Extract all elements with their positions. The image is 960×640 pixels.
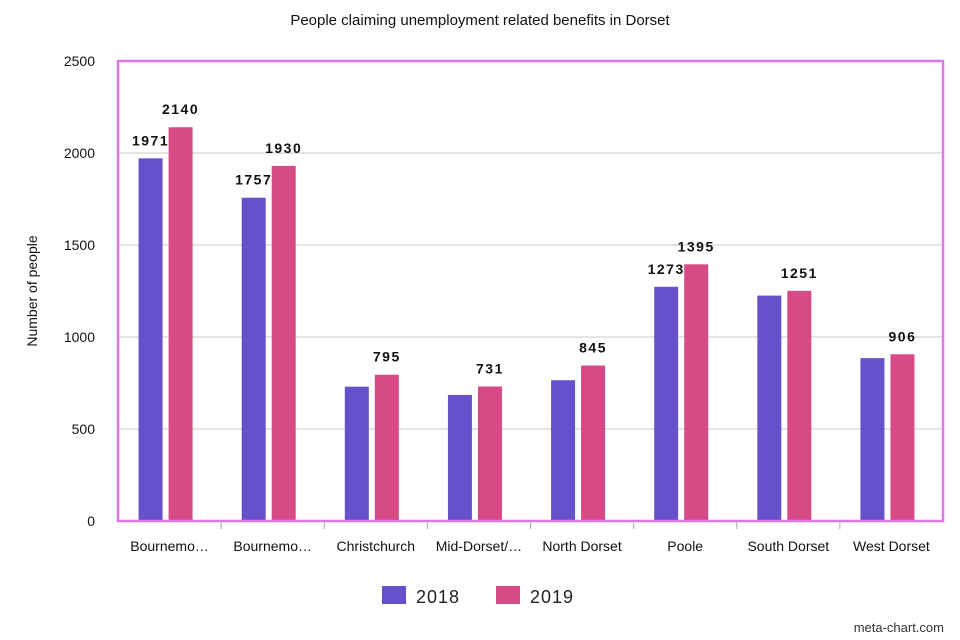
legend-swatch-2018 [382, 586, 406, 604]
data-label: 731 [476, 360, 504, 376]
y-tick-label: 500 [72, 421, 96, 437]
x-category-label: North Dorset [542, 538, 621, 554]
x-category-label: Bournemo… [130, 538, 209, 554]
x-category-label: South Dorset [747, 538, 829, 554]
bar-2018 [860, 358, 885, 521]
data-label: 1757 [235, 172, 272, 188]
bar-2018 [241, 197, 266, 521]
legend: 2018 2019 [382, 586, 574, 607]
bar-2018 [654, 286, 679, 521]
bar-2019 [684, 264, 709, 521]
y-tick-label: 2500 [64, 53, 95, 69]
y-tick-label: 2000 [64, 145, 95, 161]
data-label: 845 [579, 340, 607, 356]
bar-2018 [344, 386, 369, 521]
x-category-label: Mid-Dorset/… [436, 538, 522, 554]
bar-2019 [890, 354, 915, 521]
bar-2019 [787, 290, 812, 521]
legend-swatch-2019 [496, 586, 520, 604]
bar-2018 [138, 158, 163, 521]
bar-2019 [271, 165, 296, 521]
bar-2018 [551, 380, 576, 521]
chart-title: People claiming unemployment related ben… [290, 12, 670, 29]
data-label: 906 [889, 328, 917, 344]
watermark: meta-chart.com [854, 620, 944, 635]
data-label: 795 [373, 349, 401, 365]
bar-2018 [447, 394, 472, 521]
x-category-label: Christchurch [337, 538, 416, 554]
data-label: 1971 [132, 132, 169, 148]
y-tick-label: 0 [87, 513, 95, 529]
bar-2019 [374, 374, 399, 521]
bar-2019 [168, 127, 193, 522]
x-axis: Bournemo… Bournemo… Christchurch Mid-Dorset… [130, 521, 930, 554]
data-label: 1251 [781, 265, 818, 281]
data-label: 1273 [648, 261, 685, 277]
x-category-label: Bournemo… [233, 538, 312, 554]
x-category-label: Poole [667, 538, 703, 554]
bar-2018 [757, 295, 782, 521]
data-label: 1395 [678, 238, 715, 254]
bar-2019 [477, 386, 502, 521]
data-label: 1930 [265, 140, 302, 156]
data-labels-layer: 1971 2140 1757 1930 795 731 845 1273 1395 1251 906 [132, 101, 917, 376]
x-category-label: West Dorset [853, 538, 930, 554]
y-axis-title: Number of people [24, 235, 40, 347]
data-label: 2140 [162, 101, 199, 117]
legend-label: 2019 [530, 587, 574, 607]
y-tick-label: 1500 [64, 237, 95, 253]
y-tick-label: 1000 [64, 329, 95, 345]
legend-label: 2018 [416, 587, 460, 607]
bars-layer [138, 127, 915, 522]
bar-2019 [581, 365, 606, 521]
